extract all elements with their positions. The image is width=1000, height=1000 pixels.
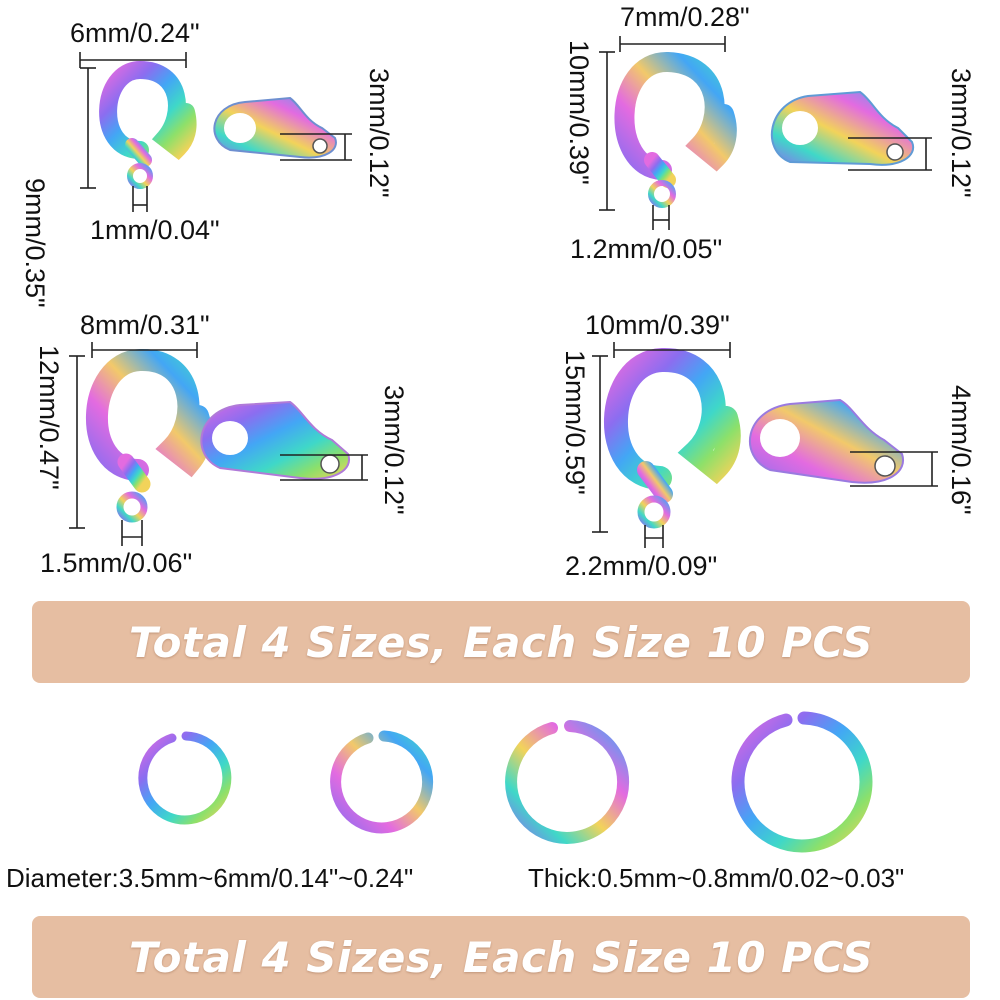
clasp-1-dimension-lines bbox=[79, 52, 352, 212]
clasp-4 bbox=[604, 348, 905, 529]
clasp-3-thickness-label: 3mm/0.12" bbox=[379, 385, 409, 515]
clasp-3-height-label: 12mm/0.47" bbox=[34, 345, 64, 490]
clasp-3-width-label: 8mm/0.31" bbox=[80, 310, 210, 340]
jump-ring-1 bbox=[138, 731, 232, 825]
clasp-1-hole-label: 1mm/0.04" bbox=[90, 215, 220, 245]
clasp-4-thickness-label: 4mm/0.16" bbox=[946, 385, 976, 515]
banner-bottom: Total 4 Sizes, Each Size 10 PCS bbox=[32, 916, 970, 998]
clasp-3-hole-label: 1.5mm/0.06" bbox=[40, 548, 193, 578]
jump-ring-thick-label: Thick:0.5mm~0.8mm/0.02~0.03" bbox=[528, 863, 905, 893]
jump-ring-4 bbox=[731, 711, 873, 853]
clasp-4-dimension-lines bbox=[592, 342, 938, 548]
jump-ring-diameter-label: Diameter:3.5mm~6mm/0.14"~0.24" bbox=[6, 863, 414, 893]
clasp-1-width-label: 6mm/0.24" bbox=[70, 18, 200, 48]
clasp-4-width-label: 10mm/0.39" bbox=[585, 310, 730, 340]
clasp-2-hole-label: 1.2mm/0.05" bbox=[570, 234, 723, 264]
clasp-2-dimension-lines bbox=[599, 36, 932, 230]
jump-rings bbox=[138, 711, 873, 853]
clasp-4-height-label: 15mm/0.59" bbox=[560, 350, 590, 495]
banner-top-text: Total 4 Sizes, Each Size 10 PCS bbox=[128, 617, 874, 667]
clasp-3 bbox=[85, 349, 351, 523]
clasp-3-dimension-lines bbox=[69, 342, 368, 546]
banner-bottom-text: Total 4 Sizes, Each Size 10 PCS bbox=[128, 932, 874, 982]
jump-ring-3 bbox=[505, 720, 630, 844]
clasp-1-thickness-label: 3mm/0.12" bbox=[364, 68, 394, 198]
clasp-2-thickness-label: 3mm/0.12" bbox=[946, 68, 976, 198]
clasp-2 bbox=[614, 52, 915, 208]
clasp-2-width-label: 7mm/0.28" bbox=[620, 2, 750, 32]
clasp-4-hole-label: 2.2mm/0.09" bbox=[565, 551, 718, 581]
clasp-1 bbox=[99, 60, 337, 189]
jump-ring-2 bbox=[330, 730, 434, 834]
clasp-1-height-label: 9mm/0.35" bbox=[20, 178, 50, 308]
banner-top: Total 4 Sizes, Each Size 10 PCS bbox=[32, 601, 970, 683]
clasp-2-height-label: 10mm/0.39" bbox=[564, 40, 594, 185]
